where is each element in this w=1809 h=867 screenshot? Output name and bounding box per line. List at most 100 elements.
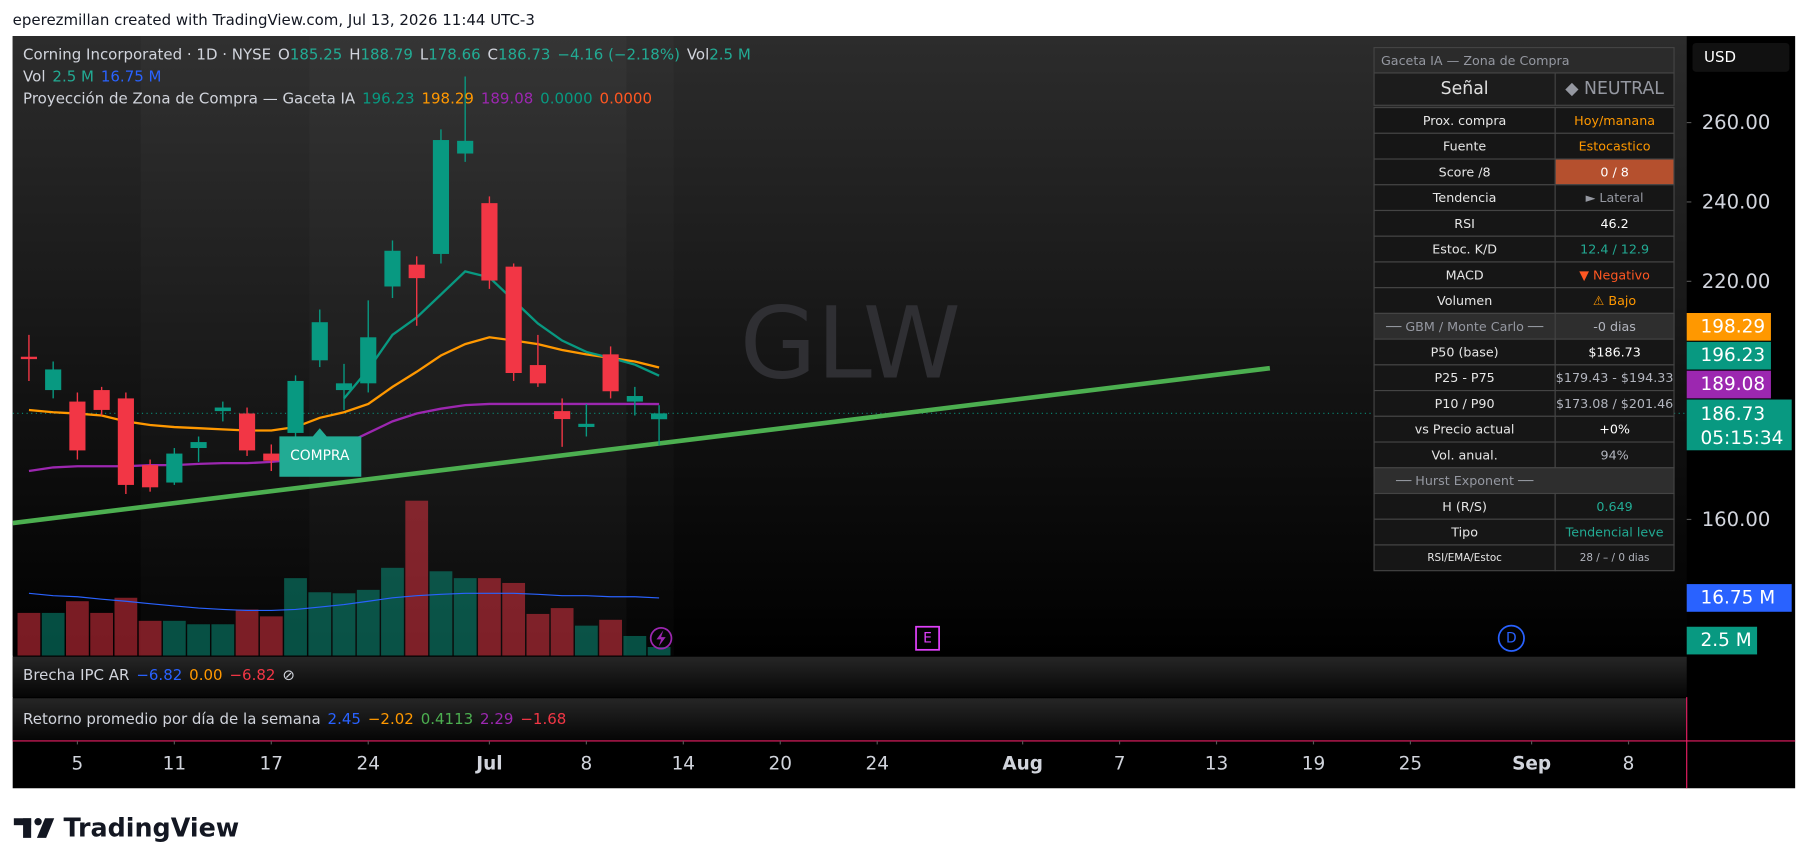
label-cell [1373,492,1556,520]
annotation-box [279,428,362,477]
y-tick-label: 220.00 [1702,270,1771,293]
volume-bar [550,608,574,656]
plot [12,76,1687,656]
info-panel: Gaceta IA — Zona de Compra Señal ◆ NEUTRAL… [1373,47,1675,572]
x-tick-label: 20 [769,754,792,775]
legend-item: 16.75 M [101,67,162,85]
event-circle [1497,624,1525,652]
volume-bar [162,620,186,656]
row-value: $186.73 [1588,344,1640,359]
watermark: GLW [740,287,961,402]
x-tick-label: Aug [1002,754,1043,775]
signal-bg [1373,72,1675,106]
row-value: ► Lateral [1586,190,1644,205]
price-badge [1686,370,1771,399]
legend-item: 185.25 [290,46,342,64]
value-cell [1554,235,1675,263]
row-label: Prox. compra [1423,113,1506,128]
legend-item: −1.68 [520,710,566,728]
brand-logo [13,818,55,838]
volume-bar [599,619,622,656]
label-cell [1373,132,1556,160]
row-value: 46.2 [1600,216,1628,231]
volume-bar [623,635,647,656]
legend-item: L [420,46,429,64]
x-tick-label: 25 [1399,754,1422,775]
volume-bar [308,592,332,656]
volume-bar [235,609,259,656]
event-box [915,625,940,651]
legend-item: 0.00 [189,666,222,684]
candle-body [69,401,86,451]
candle-body [20,356,38,360]
legend-item: 189.08 [481,89,533,107]
volume-bar [211,624,235,656]
volume-bar [90,612,114,656]
row-label: RSI [1454,216,1475,231]
volume-bar [526,613,550,656]
volume-bar [502,582,526,656]
event-lightning [649,627,673,650]
row-label: P25 - P75 [1434,370,1494,385]
value-cell [1554,338,1675,366]
candle-body [554,411,571,420]
legend-item: ⊘ [282,666,295,684]
legend: Vol 2.5 M 16.75 M [23,67,161,85]
y-tick-label: 240.00 [1702,190,1771,213]
volume-bar [453,578,477,656]
row-value: ▼ Negativo [1579,267,1650,282]
event-dividend[interactable]: D [1506,630,1517,646]
row-value: +0% [1599,422,1630,437]
legend-item: 0.4113 [421,710,473,728]
row-label: Fuente [1443,139,1486,154]
value-cell [1554,312,1675,340]
x-tick-label: 8 [581,754,593,775]
label-cell [1373,158,1556,186]
signal-label: Señal [1441,79,1489,99]
legend-item: 2.5 M [52,67,94,85]
value-cell [1554,544,1675,572]
value-cell [1554,184,1675,212]
legend-item: −6.82 [136,666,182,684]
signal-value: ◆ NEUTRAL [1565,79,1664,99]
x-tick-label: Sep [1512,754,1551,775]
row-value: 94% [1601,447,1629,462]
volume-badge-label: 2.5 M [1701,630,1752,651]
candle-body [117,398,134,485]
x-tick-label: Jul [474,754,502,775]
value-cell [1554,364,1675,392]
volume-bar [647,646,671,656]
row-label: P10 / P90 [1435,396,1495,411]
candle-body [238,413,256,451]
row-value: $173.08 / $201.46 [1556,396,1673,411]
header: eperezmillan created with TradingView.co… [13,11,535,29]
candle-body [360,337,377,384]
legend-item: −6.82 [229,666,275,684]
trendline [12,365,1271,526]
volume-bar [259,616,283,656]
candle-body [263,453,280,461]
legend-item: Vol [23,67,45,85]
value-cell [1554,287,1675,314]
session-shade [141,36,309,656]
label-cell [1373,338,1556,366]
row-value: -0 dias [1593,319,1636,334]
price-badge-label: 196.23 [1701,345,1766,366]
candle-body [408,264,425,279]
candle-body [651,413,668,420]
candle-body [214,407,231,412]
panel-title: Gaceta IA — Zona de Compra [1381,53,1570,68]
row-value: 28 / – / 0 dias [1580,552,1650,564]
annotation: COMPRA [290,448,350,464]
value-cell [1554,132,1675,160]
candle-body [602,354,619,392]
volume-bar [41,612,65,656]
candle-body [93,390,110,410]
row-label: vs Precio actual [1415,422,1515,437]
volume-bar [429,571,453,656]
volume-bar [17,612,41,656]
event-earnings[interactable]: E [923,630,932,646]
volume-bar [66,601,89,656]
legend-item: 178.66 [428,46,480,64]
legend-item: −4.16 (−2.18%) [557,46,680,64]
